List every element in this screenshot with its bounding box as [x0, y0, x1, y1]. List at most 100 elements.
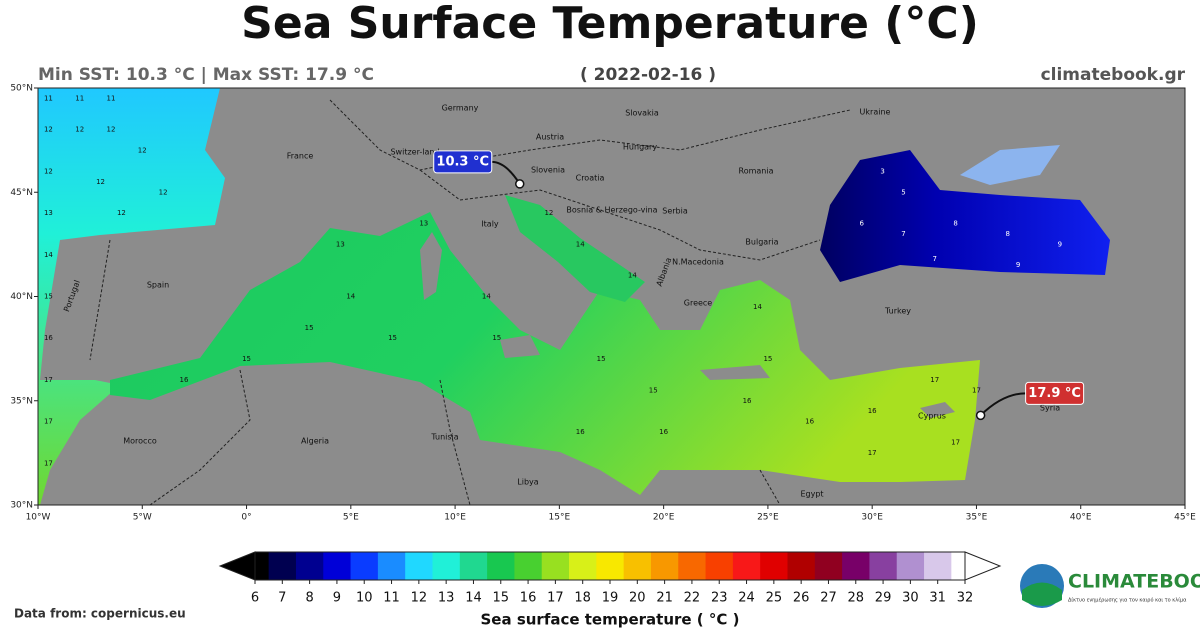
logo-name: CLIMATEBOOK — [1068, 571, 1200, 593]
country-label: Germany — [442, 104, 479, 113]
colorbar-segment — [405, 552, 413, 580]
sst-label: 9 — [1058, 240, 1062, 248]
sst-label: 9 — [1016, 261, 1020, 269]
colorbar-segment — [821, 552, 829, 580]
colorbar-tick-label: 32 — [957, 591, 974, 606]
sst-label: 11 — [44, 94, 53, 102]
colorbar-segment — [500, 552, 509, 580]
marker-label: 10.3 °C — [436, 154, 489, 169]
colorbar-segment — [295, 552, 304, 580]
country-label: Romania — [739, 167, 774, 176]
colorbar-segment — [528, 552, 536, 580]
colorbar-tick-label: 29 — [875, 591, 892, 606]
sst-label: 15 — [305, 324, 314, 332]
sst-label: 15 — [597, 355, 606, 363]
colorbar-extend-high — [964, 551, 1002, 581]
colorbar-tick-label: 7 — [278, 591, 286, 606]
crete — [700, 365, 770, 380]
colorbar-tick-label: 28 — [847, 591, 864, 606]
colorbar-segment — [828, 552, 836, 580]
colorbar-segment — [616, 552, 625, 580]
colorbar-segment — [439, 552, 447, 580]
country-label: Slovakia — [625, 109, 659, 118]
colorbar-segment — [473, 552, 481, 580]
colorbar-segment — [801, 552, 809, 580]
colorbar-tick-label: 18 — [574, 591, 591, 606]
colorbar-tick-label: 20 — [629, 591, 646, 606]
colorbar-segment — [910, 552, 918, 580]
colorbar-segment — [650, 552, 659, 580]
colorbar-segment — [371, 552, 379, 580]
colorbar-tick-label: 26 — [793, 591, 810, 606]
colorbar-segment — [412, 552, 420, 580]
country-label: Bulgaria — [745, 238, 778, 247]
colorbar-extend-low — [218, 551, 256, 581]
colorbar-segment — [869, 552, 877, 580]
colorbar-segment — [630, 552, 638, 580]
colorbar-segment — [350, 552, 358, 580]
sst-label: 15 — [492, 334, 501, 342]
colorbar-segment — [466, 552, 474, 580]
colorbar-segment — [807, 552, 816, 580]
sst-label: 7 — [933, 255, 937, 263]
sst-label: 16 — [805, 418, 814, 426]
colorbar-segment — [377, 552, 386, 580]
colorbar-segment — [562, 552, 570, 580]
sst-label: 12 — [138, 147, 147, 155]
corsica-sardinia — [420, 232, 442, 300]
sst-label: 13 — [336, 240, 345, 248]
colorbar-segment — [514, 552, 522, 580]
x-tick-label: 5°W — [133, 513, 152, 523]
sst-label: 15 — [242, 355, 251, 363]
colorbar-tick-label: 21 — [656, 591, 673, 606]
colorbar-segment — [862, 552, 870, 580]
colorbar-segment — [685, 552, 693, 580]
colorbar-segment — [623, 552, 631, 580]
x-tick-label: 10°W — [26, 513, 51, 523]
colorbar-segment — [459, 552, 468, 580]
sst-label: 15 — [763, 355, 772, 363]
colorbar-segment — [637, 552, 645, 580]
colorbar-segment — [603, 552, 611, 580]
x-tick-label: 5°E — [343, 513, 359, 523]
colorbar-segment — [767, 552, 775, 580]
x-tick-label: 20°E — [653, 513, 675, 523]
x-tick-label: 25°E — [757, 513, 779, 523]
colorbar-segment — [275, 552, 283, 580]
country-label: Cyprus — [918, 412, 946, 421]
colorbar-segment — [289, 552, 297, 580]
black-sea — [820, 150, 1110, 282]
colorbar-segment — [255, 552, 263, 580]
colorbar-segment — [589, 552, 597, 580]
colorbar-segment — [330, 552, 338, 580]
colorbar-segment — [746, 552, 754, 580]
sst-label: 12 — [117, 209, 126, 217]
sst-label: 17 — [44, 376, 53, 384]
colorbar-tick-label: 30 — [902, 591, 919, 606]
marker-box — [433, 150, 493, 174]
country-label: Austria — [536, 133, 564, 142]
borders — [89, 99, 851, 505]
y-tick-label: 50°N — [10, 84, 33, 94]
country-label: Morocco — [123, 437, 157, 446]
sst-label: 12 — [44, 126, 53, 134]
colorbar-segment — [883, 552, 891, 580]
colorbar-segment — [548, 552, 556, 580]
colorbar-segment — [480, 552, 488, 580]
colorbar-segment — [261, 552, 270, 580]
sst-label: 12 — [107, 126, 116, 134]
sst-label: 17 — [44, 418, 53, 426]
colorbar-segment — [493, 552, 502, 580]
sst-label: 12 — [96, 178, 105, 186]
x-tick-label: 10°E — [444, 513, 466, 523]
logo-icon — [1022, 582, 1062, 606]
colorbar-tick-label: 10 — [356, 591, 373, 606]
title: Sea Surface Temperature (°C) — [241, 0, 979, 49]
colorbar-tick-label: 11 — [383, 591, 400, 606]
country-labels: Germany Austria Slovakia Ukraine France … — [62, 104, 1060, 499]
colorbar-tick-label: 15 — [492, 591, 509, 606]
colorbar-segment — [309, 552, 317, 580]
colorbar-segment — [712, 552, 720, 580]
colorbar-tick-label: 14 — [465, 591, 482, 606]
colorbar-segment — [739, 552, 748, 580]
